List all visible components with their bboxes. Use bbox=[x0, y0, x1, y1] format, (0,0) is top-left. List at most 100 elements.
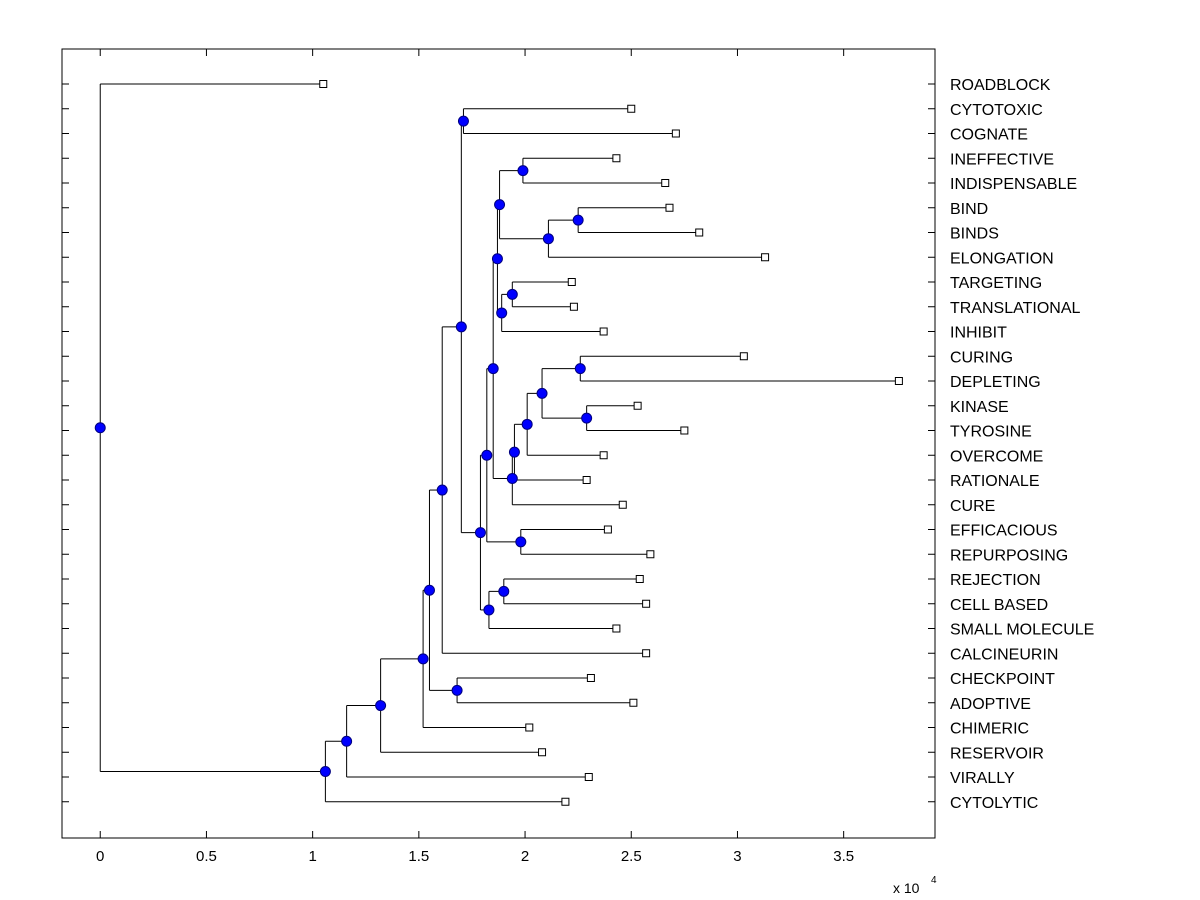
leaf-marker bbox=[618, 500, 627, 509]
leaf-label: KINASE bbox=[950, 399, 1009, 416]
leaf-label: COGNATE bbox=[950, 127, 1028, 144]
leaf-label: SMALL MOLECULE bbox=[950, 622, 1094, 639]
leaf-label: ELONGATION bbox=[950, 250, 1054, 267]
merge-node bbox=[572, 214, 584, 226]
merge-node bbox=[341, 735, 353, 747]
merge-node bbox=[417, 653, 429, 665]
leaf-marker bbox=[629, 698, 638, 707]
merge-node bbox=[491, 253, 503, 265]
merge-node bbox=[455, 321, 467, 333]
merge-node bbox=[581, 412, 593, 424]
leaf-label: CELL BASED bbox=[950, 597, 1048, 614]
leaf-marker bbox=[761, 253, 770, 262]
merge-node bbox=[498, 585, 510, 597]
leaf-label: REPURPOSING bbox=[950, 547, 1068, 564]
leaf-label: DEPLETING bbox=[950, 374, 1041, 391]
x-tick-label: 3.5 bbox=[833, 848, 854, 865]
merge-node bbox=[542, 233, 554, 245]
leaf-label: RATIONALE bbox=[950, 473, 1040, 490]
leaf-label: CYTOTOXIC bbox=[950, 102, 1043, 119]
leaf-label: CURE bbox=[950, 498, 995, 515]
leaf-label: INDISPENSABLE bbox=[950, 176, 1077, 193]
leaf-marker bbox=[665, 203, 674, 212]
leaf-marker bbox=[671, 129, 680, 138]
leaf-marker bbox=[599, 451, 608, 460]
leaf-label: OVERCOME bbox=[950, 448, 1043, 465]
merge-node bbox=[496, 307, 508, 319]
leaf-marker bbox=[661, 179, 670, 187]
x-tick-label: 3 bbox=[733, 848, 741, 865]
merge-node bbox=[515, 536, 527, 548]
leaf-label: BINDS bbox=[950, 226, 999, 243]
leaf-marker bbox=[642, 649, 651, 658]
leaf-marker bbox=[599, 327, 608, 336]
leaf-marker bbox=[680, 426, 689, 435]
leaf-marker bbox=[603, 525, 612, 534]
leaf-marker bbox=[612, 154, 621, 163]
x-tick-label: 2.5 bbox=[621, 848, 642, 865]
leaf-marker bbox=[538, 748, 547, 757]
leaf-label: INHIBIT bbox=[950, 325, 1007, 342]
leaf-marker bbox=[642, 599, 651, 608]
merge-node bbox=[423, 584, 435, 596]
leaf-label: REJECTION bbox=[950, 572, 1041, 589]
leaf-label: CHIMERIC bbox=[950, 721, 1029, 738]
merge-node bbox=[319, 766, 331, 778]
leaf-marker bbox=[567, 278, 576, 286]
x-tick-label: 0 bbox=[96, 848, 104, 865]
merge-node bbox=[521, 418, 533, 430]
leaf-labels: ROADBLOCK CYTOTOXIC COGNATE INEFFECTIVE INDI… bbox=[950, 77, 1094, 812]
leaf-label: ROADBLOCK bbox=[950, 77, 1051, 94]
leaf-label: CHECKPOINT bbox=[950, 671, 1055, 688]
merge-node bbox=[506, 288, 518, 300]
leaf-marker bbox=[646, 550, 655, 559]
leaf-label: INEFFECTIVE bbox=[950, 151, 1054, 168]
leaf-marker bbox=[319, 80, 328, 88]
merge-node bbox=[451, 684, 463, 696]
leaf-label: CYTOLYTIC bbox=[950, 795, 1038, 812]
merge-node bbox=[94, 422, 106, 434]
leaf-label: RESERVOIR bbox=[950, 745, 1044, 762]
leaf-marker bbox=[612, 624, 621, 633]
leaf-marker bbox=[561, 797, 570, 806]
x-scale-exponent: 4 bbox=[931, 875, 937, 886]
leaf-marker bbox=[525, 723, 534, 732]
x-tick-label: 2 bbox=[521, 848, 529, 865]
leaf-label: TYROSINE bbox=[950, 424, 1032, 441]
leaf-label: BIND bbox=[950, 201, 988, 218]
merge-node bbox=[536, 387, 548, 399]
leaf-label: EFFICACIOUS bbox=[950, 523, 1058, 540]
x-tick-label: 1 bbox=[308, 848, 316, 865]
leaf-marker bbox=[586, 674, 595, 682]
x-tick-label: 1.5 bbox=[408, 848, 429, 865]
leaf-marker bbox=[569, 302, 578, 311]
leaf-marker bbox=[635, 575, 644, 583]
merge-node bbox=[487, 363, 499, 375]
leaf-label: CURING bbox=[950, 349, 1013, 366]
leaf-marker bbox=[633, 401, 642, 410]
x-axis-ticks: 0 0.5 1 1.5 2 2.5 3 3.5 bbox=[96, 49, 854, 865]
leaf-marker bbox=[739, 352, 748, 361]
merge-node bbox=[481, 449, 493, 461]
merge-nodes bbox=[94, 115, 593, 778]
leaf-label: TRANSLATIONAL bbox=[950, 300, 1081, 317]
leaf-marker bbox=[695, 228, 704, 237]
x-scale-label: x 10 bbox=[893, 880, 920, 896]
leaf-marker bbox=[582, 476, 591, 484]
merge-node bbox=[375, 700, 387, 712]
merge-node bbox=[517, 165, 529, 177]
merge-node bbox=[483, 604, 495, 616]
plot-area-frame bbox=[61, 48, 936, 839]
merge-node bbox=[457, 115, 469, 127]
merge-node bbox=[436, 484, 448, 496]
leaf-label: VIRALLY bbox=[950, 770, 1015, 787]
merge-node bbox=[474, 527, 486, 539]
leaf-markers bbox=[319, 80, 903, 806]
leaf-marker bbox=[627, 104, 636, 113]
leaf-label: ADOPTIVE bbox=[950, 696, 1031, 713]
x-tick-label: 0.5 bbox=[196, 848, 217, 865]
y-axis-ticks bbox=[62, 83, 935, 803]
merge-node bbox=[506, 472, 518, 484]
leaf-label: CALCINEURIN bbox=[950, 646, 1058, 663]
